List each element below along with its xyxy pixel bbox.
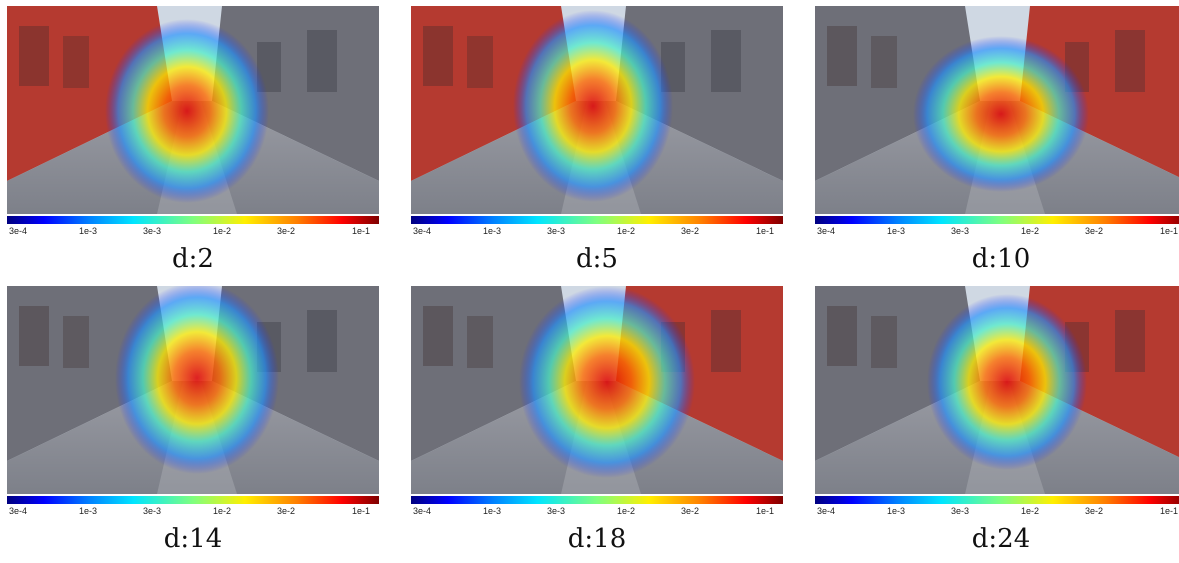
- colorbar-ticks: 3e-4 1e-3 3e-3 1e-2 3e-2 1e-1: [7, 226, 379, 240]
- colorbar-tick: 1e-2: [617, 226, 636, 236]
- panel-3: 3e-4 1e-3 3e-3 1e-2 3e-2 1e-1 d:10: [815, 6, 1179, 278]
- colorbar-tick: 3e-2: [681, 506, 700, 516]
- colorbar-tick: 3e-3: [547, 506, 566, 516]
- colorbar-tick: 1e-3: [887, 226, 906, 236]
- colorbar-tick: 3e-3: [951, 226, 970, 236]
- colorbar-tick: 3e-2: [277, 506, 296, 516]
- panel-4: 3e-4 1e-3 3e-3 1e-2 3e-2 1e-1 d:14: [7, 286, 387, 558]
- panel-5: 3e-4 1e-3 3e-3 1e-2 3e-2 1e-1 d:18: [411, 286, 791, 558]
- colorbar-tick: 1e-2: [213, 506, 232, 516]
- colorbar-tick: 1e-3: [887, 506, 906, 516]
- colorbar-tick: 1e-2: [213, 226, 232, 236]
- colorbar-tick: 1e-1: [756, 226, 775, 236]
- street-scene-image: [411, 6, 783, 214]
- colorbar-ticks: 3e-4 1e-3 3e-3 1e-2 3e-2 1e-1: [411, 226, 783, 240]
- colorbar-tick: 1e-1: [352, 506, 371, 516]
- colorbar-tick: 3e-3: [951, 506, 970, 516]
- colorbar-tick: 1e-3: [79, 226, 98, 236]
- colorbar-tick: 1e-1: [352, 226, 371, 236]
- colorbar-tick: 1e-1: [756, 506, 775, 516]
- panel-1: 3e-4 1e-3 3e-3 1e-2 3e-2 1e-1 d:2: [7, 6, 387, 278]
- colorbar-tick: 1e-1: [1160, 226, 1179, 236]
- colorbar-tick: 1e-2: [1021, 226, 1040, 236]
- colorbar: [7, 216, 379, 224]
- street-scene-image: [7, 6, 379, 214]
- colorbar-tick: 1e-2: [617, 506, 636, 516]
- colorbar-ticks: 3e-4 1e-3 3e-3 1e-2 3e-2 1e-1: [815, 506, 1179, 520]
- colorbar-tick: 3e-3: [143, 506, 162, 516]
- colorbar: [411, 216, 783, 224]
- colorbar-tick: 1e-2: [1021, 506, 1040, 516]
- colorbar-tick: 1e-3: [79, 506, 98, 516]
- colorbar-tick: 3e-4: [9, 226, 28, 236]
- panel-caption: d:14: [163, 524, 223, 554]
- colorbar-tick: 3e-4: [413, 226, 432, 236]
- colorbar: [7, 496, 379, 504]
- colorbar-tick: 3e-2: [681, 226, 700, 236]
- panel-caption: d:10: [971, 244, 1031, 274]
- colorbar-tick: 3e-4: [413, 506, 432, 516]
- street-scene-image: [815, 286, 1179, 494]
- colorbar: [411, 496, 783, 504]
- panel-2: 3e-4 1e-3 3e-3 1e-2 3e-2 1e-1 d:5: [411, 6, 791, 278]
- colorbar: [815, 216, 1179, 224]
- panel-caption: d:24: [971, 524, 1031, 554]
- colorbar-tick: 3e-4: [817, 226, 836, 236]
- street-scene-image: [815, 6, 1179, 214]
- street-scene-image: [7, 286, 379, 494]
- colorbar-tick: 3e-4: [9, 506, 28, 516]
- colorbar-tick: 1e-3: [483, 506, 502, 516]
- colorbar-ticks: 3e-4 1e-3 3e-3 1e-2 3e-2 1e-1: [815, 226, 1179, 240]
- colorbar-tick: 1e-1: [1160, 506, 1179, 516]
- colorbar-tick: 3e-2: [1085, 506, 1104, 516]
- panel-caption: d:18: [567, 524, 627, 554]
- colorbar: [815, 496, 1179, 504]
- colorbar-tick: 3e-3: [547, 226, 566, 236]
- colorbar-ticks: 3e-4 1e-3 3e-3 1e-2 3e-2 1e-1: [7, 506, 379, 520]
- colorbar-tick: 3e-2: [277, 226, 296, 236]
- colorbar-tick: 3e-2: [1085, 226, 1104, 236]
- colorbar-tick: 3e-4: [817, 506, 836, 516]
- panel-caption: d:5: [576, 244, 618, 274]
- colorbar-tick: 3e-3: [143, 226, 162, 236]
- street-scene-image: [411, 286, 783, 494]
- colorbar-ticks: 3e-4 1e-3 3e-3 1e-2 3e-2 1e-1: [411, 506, 783, 520]
- colorbar-tick: 1e-3: [483, 226, 502, 236]
- panel-6: 3e-4 1e-3 3e-3 1e-2 3e-2 1e-1 d:24: [815, 286, 1179, 558]
- panel-caption: d:2: [172, 244, 214, 274]
